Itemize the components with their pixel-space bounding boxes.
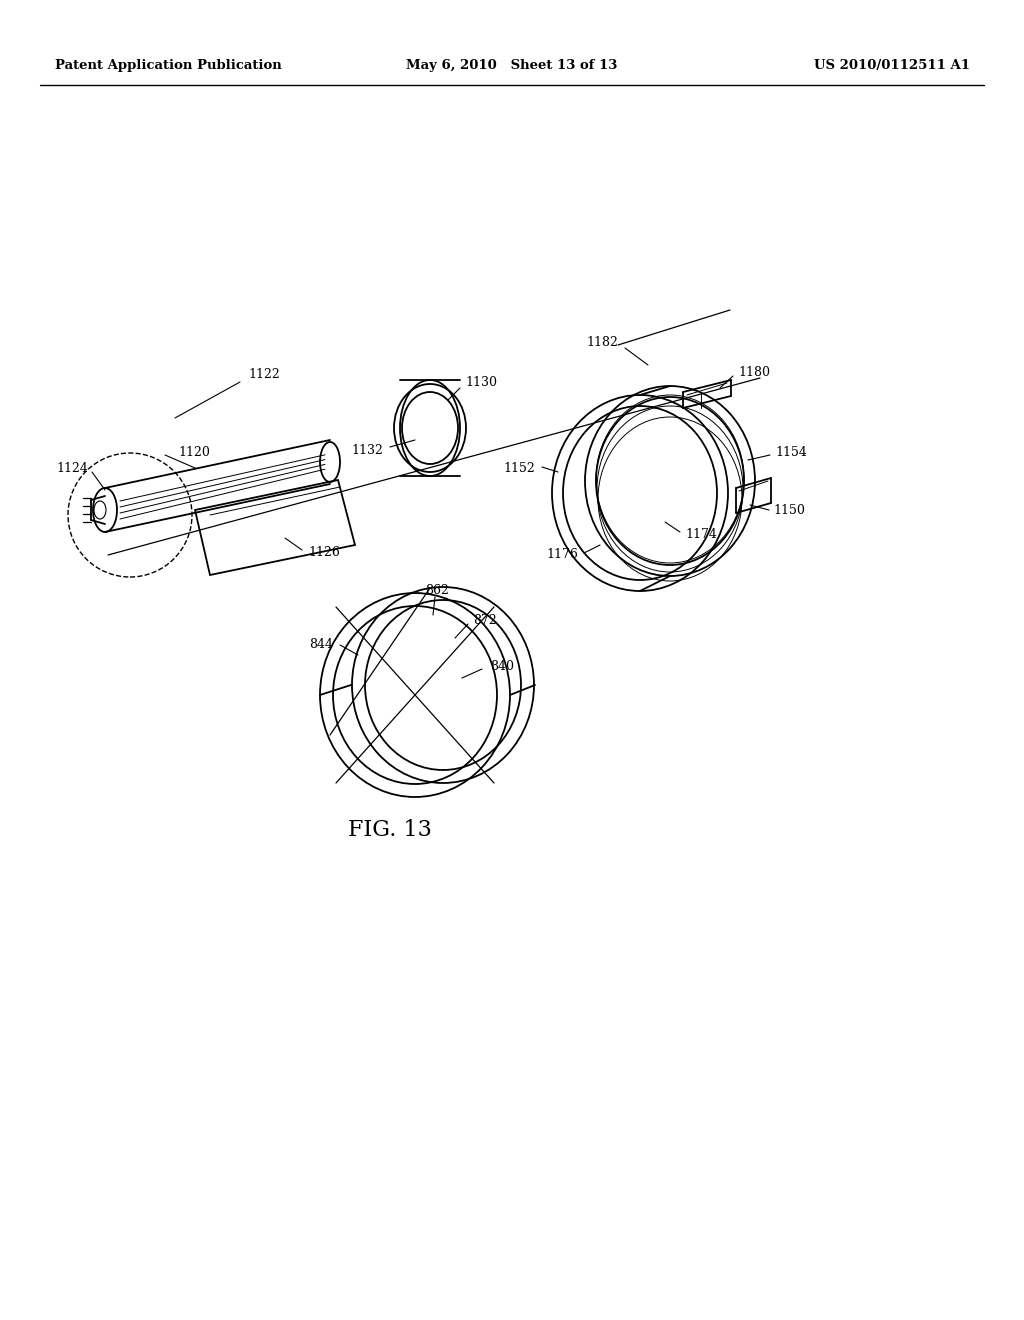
Text: 1182: 1182	[586, 337, 618, 350]
Text: 1126: 1126	[308, 546, 340, 560]
Text: 1130: 1130	[465, 375, 497, 388]
Text: 1180: 1180	[738, 366, 770, 379]
Text: 840: 840	[490, 660, 514, 673]
Text: 1174: 1174	[685, 528, 717, 541]
Text: 1120: 1120	[178, 446, 210, 459]
Text: 1150: 1150	[773, 503, 805, 516]
Text: 1124: 1124	[56, 462, 88, 474]
Text: 1152: 1152	[503, 462, 535, 474]
Text: Patent Application Publication: Patent Application Publication	[55, 58, 282, 71]
Text: FIG. 13: FIG. 13	[348, 818, 432, 841]
Text: US 2010/0112511 A1: US 2010/0112511 A1	[814, 58, 970, 71]
Text: 1122: 1122	[248, 368, 280, 381]
Text: 1132: 1132	[351, 444, 383, 457]
Text: 872: 872	[473, 614, 497, 627]
Text: 1154: 1154	[775, 446, 807, 459]
Text: 862: 862	[425, 583, 449, 597]
Text: 844: 844	[309, 639, 333, 652]
Text: 1176: 1176	[546, 549, 578, 561]
Text: May 6, 2010   Sheet 13 of 13: May 6, 2010 Sheet 13 of 13	[407, 58, 617, 71]
